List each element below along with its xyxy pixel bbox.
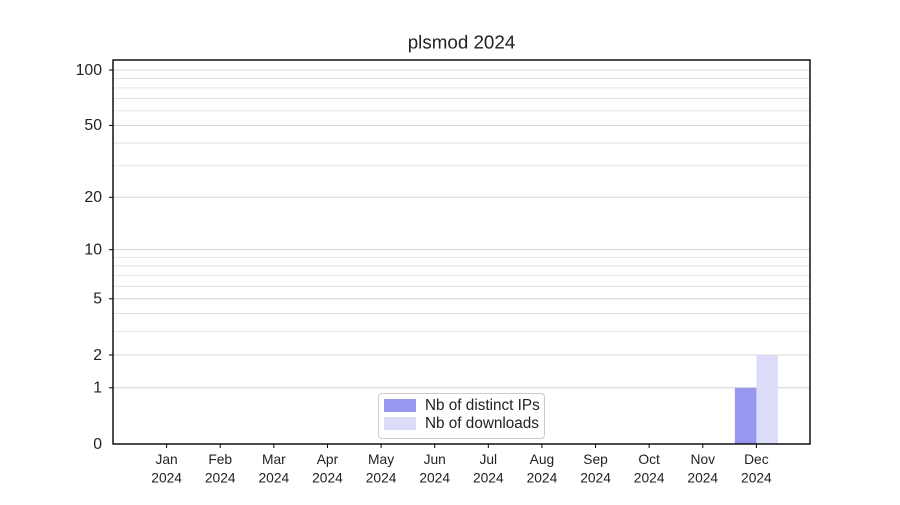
svg-text:Apr: Apr xyxy=(317,452,339,467)
svg-text:2024: 2024 xyxy=(151,471,182,486)
svg-text:2024: 2024 xyxy=(634,471,665,486)
svg-text:Mar: Mar xyxy=(262,452,286,467)
svg-text:Jan: Jan xyxy=(155,452,177,467)
svg-text:Nov: Nov xyxy=(690,452,715,467)
svg-text:1: 1 xyxy=(93,380,102,397)
svg-text:5: 5 xyxy=(93,291,102,308)
svg-text:Jun: Jun xyxy=(424,452,446,467)
svg-text:Jul: Jul xyxy=(479,452,497,467)
svg-text:Feb: Feb xyxy=(208,452,232,467)
svg-text:Sep: Sep xyxy=(583,452,608,467)
svg-text:2024: 2024 xyxy=(741,471,772,486)
svg-text:2: 2 xyxy=(93,347,102,364)
svg-text:2024: 2024 xyxy=(366,471,397,486)
svg-text:2024: 2024 xyxy=(527,471,558,486)
svg-text:2024: 2024 xyxy=(205,471,236,486)
svg-text:100: 100 xyxy=(76,62,103,79)
svg-text:plsmod 2024: plsmod 2024 xyxy=(408,32,516,53)
svg-text:0: 0 xyxy=(93,436,102,453)
svg-text:20: 20 xyxy=(84,189,102,206)
svg-text:2024: 2024 xyxy=(473,471,504,486)
svg-text:2024: 2024 xyxy=(687,471,718,486)
svg-text:2024: 2024 xyxy=(580,471,611,486)
svg-text:10: 10 xyxy=(84,241,102,258)
svg-text:2024: 2024 xyxy=(258,471,289,486)
svg-text:2024: 2024 xyxy=(419,471,450,486)
svg-text:May: May xyxy=(368,452,394,467)
svg-text:Dec: Dec xyxy=(744,452,769,467)
svg-text:Oct: Oct xyxy=(638,452,660,467)
svg-text:2024: 2024 xyxy=(312,471,343,486)
svg-text:Aug: Aug xyxy=(530,452,555,467)
svg-text:50: 50 xyxy=(84,117,102,134)
